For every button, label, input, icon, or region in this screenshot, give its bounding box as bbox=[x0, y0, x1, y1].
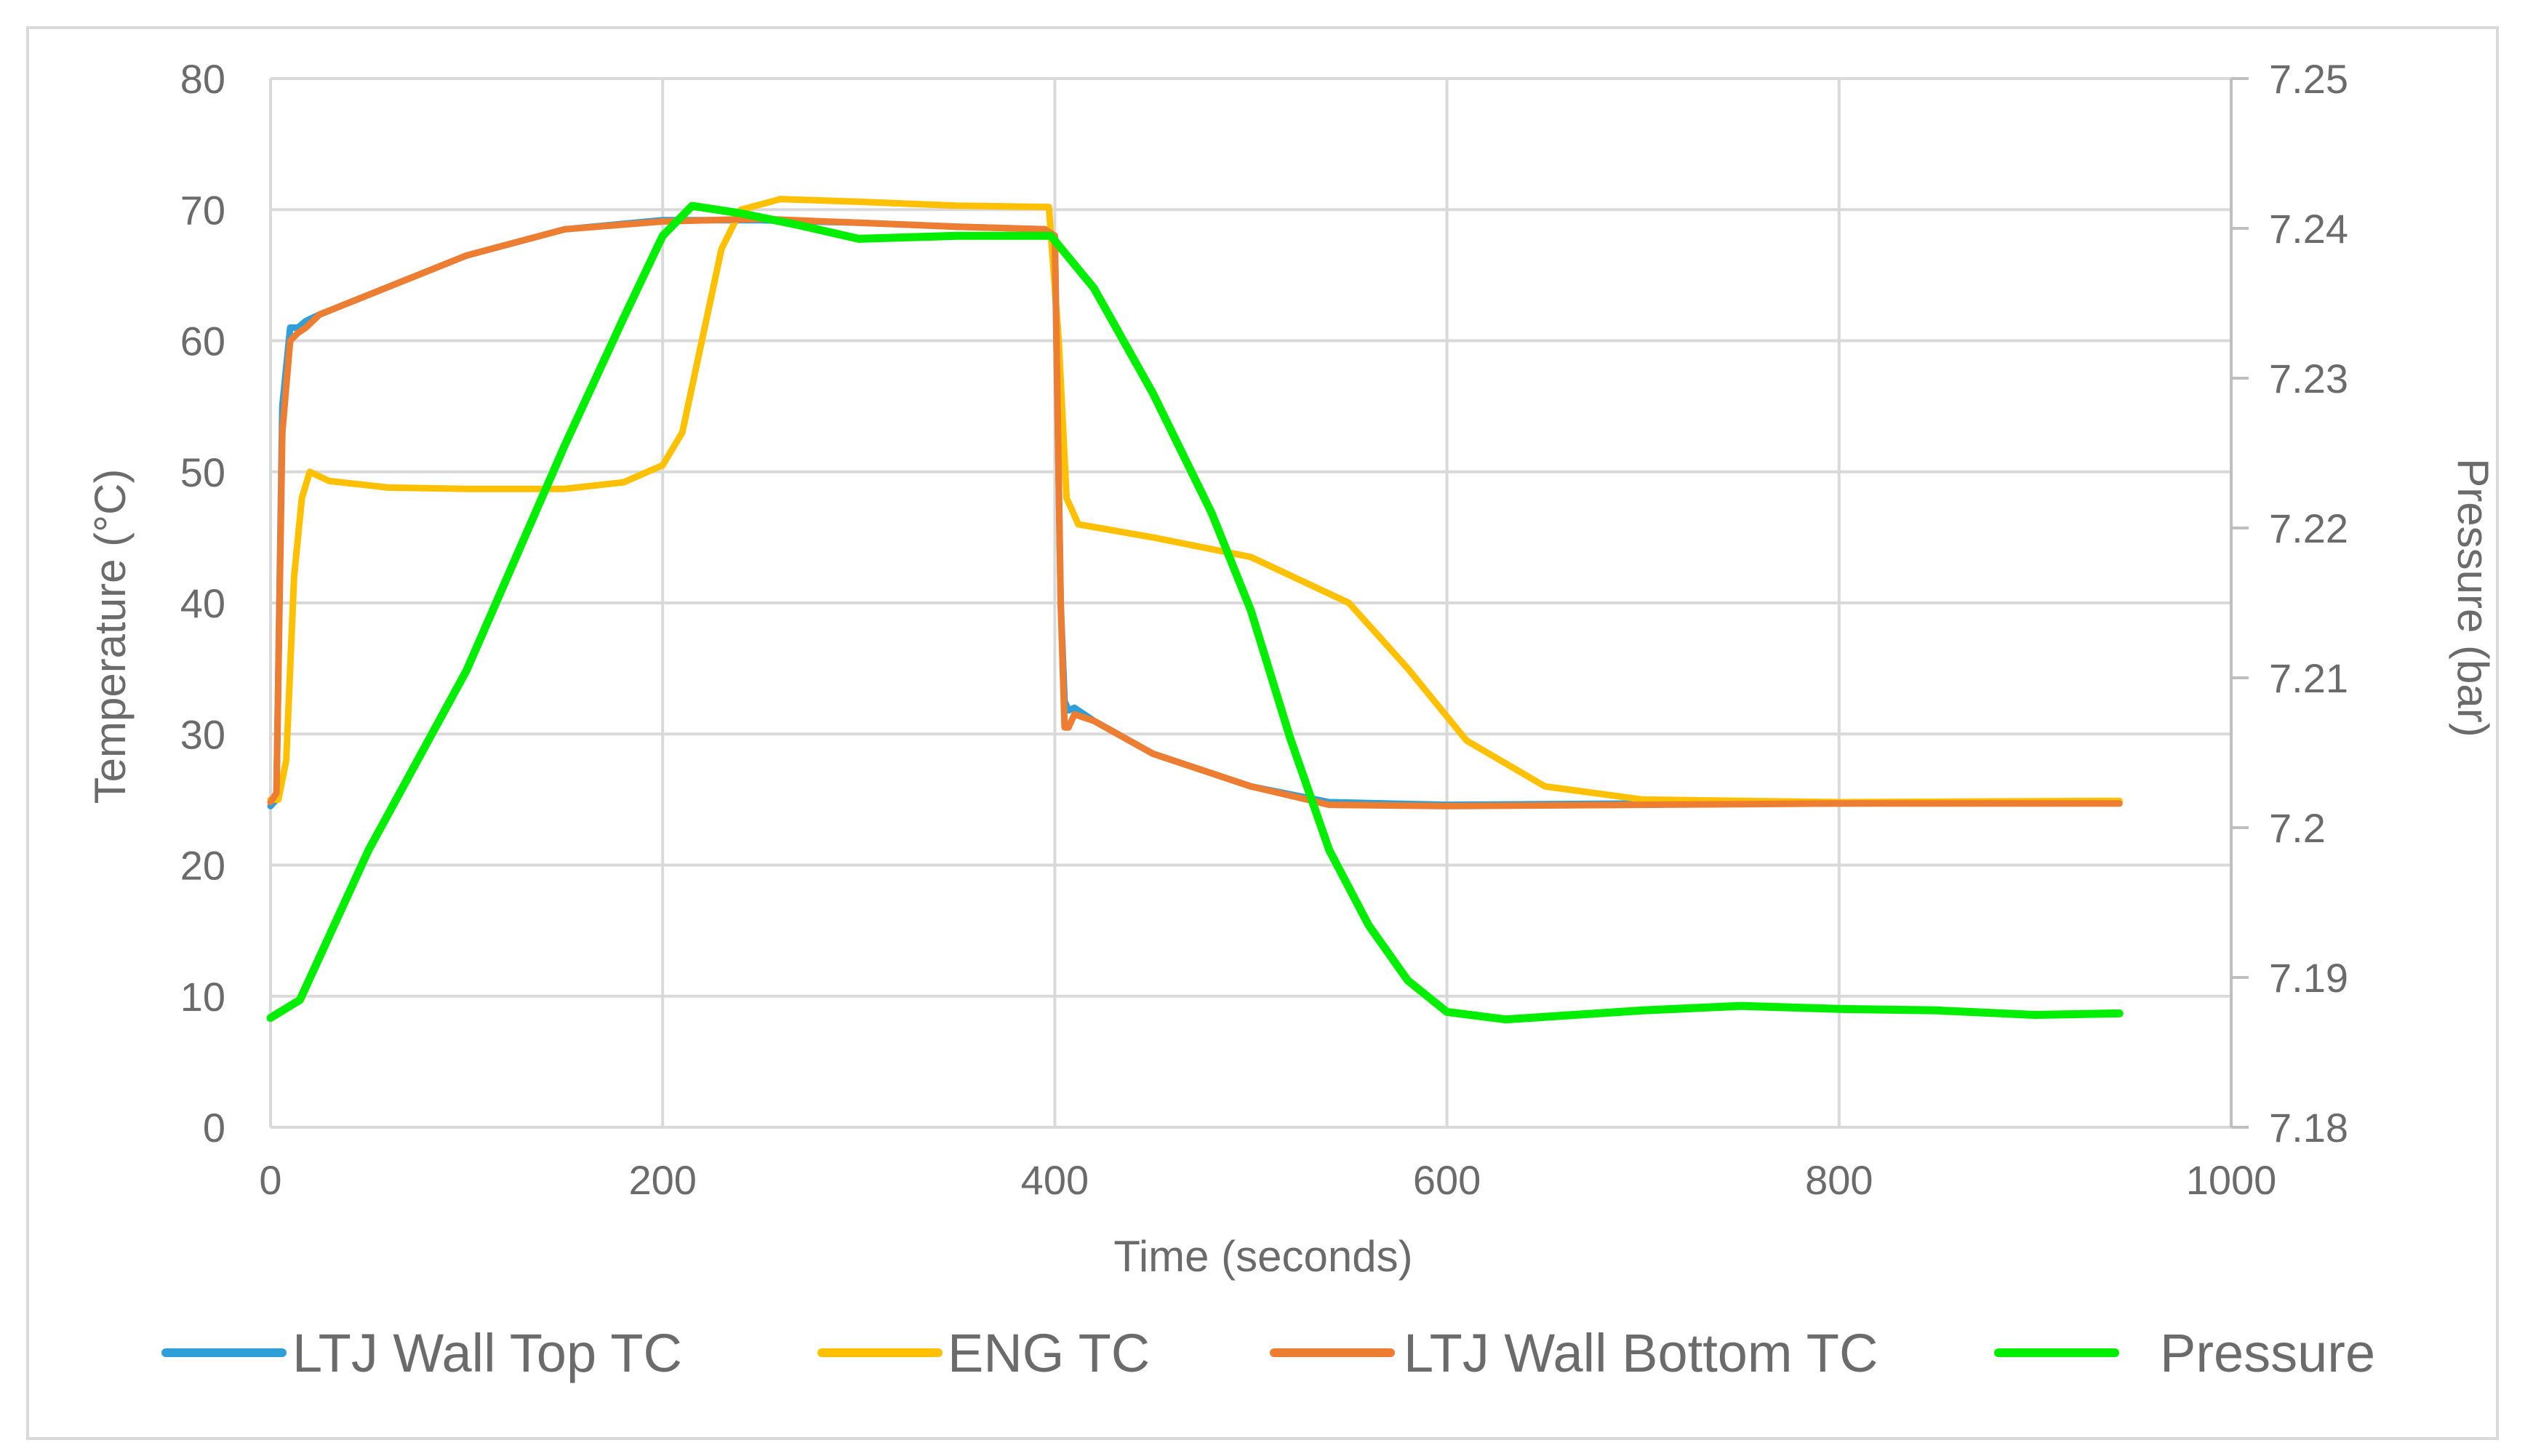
y-tick-label: 10 bbox=[180, 974, 225, 1020]
legend-label-eng-tc: ENG TC bbox=[948, 1323, 1150, 1383]
y-tick-label: 70 bbox=[180, 187, 225, 233]
y-tick-label: 60 bbox=[180, 319, 225, 364]
x-axis-title: Time (seconds) bbox=[1113, 1232, 1412, 1281]
x-tick-label: 600 bbox=[1413, 1157, 1481, 1203]
x-tick-label: 0 bbox=[259, 1157, 281, 1203]
series-lines bbox=[266, 196, 2124, 1024]
legend-label-pressure: Pressure bbox=[2160, 1323, 2375, 1383]
y2-tick-label: 7.24 bbox=[2269, 206, 2348, 252]
y-tick-label: 80 bbox=[180, 56, 225, 102]
y-tick-label: 50 bbox=[180, 449, 225, 495]
series-line-pressure bbox=[266, 201, 2124, 1024]
y-axis-title: Temperature (°C) bbox=[86, 469, 135, 804]
y2-tick-label: 7.2 bbox=[2269, 805, 2326, 851]
y2-tick-label: 7.23 bbox=[2269, 356, 2348, 401]
legend-label-ltj-wall-bottom-tc: LTJ Wall Bottom TC bbox=[1404, 1323, 1878, 1383]
y-tick-label: 30 bbox=[180, 711, 225, 757]
legend: LTJ Wall Top TC ENG TC LTJ Wall Bottom TC P… bbox=[161, 1323, 2375, 1383]
series-line-eng-tc bbox=[267, 196, 2123, 806]
y2-axis-title: Pressure (bar) bbox=[2449, 458, 2497, 737]
y2-tick-label: 7.25 bbox=[2269, 56, 2348, 102]
y2-tick-label: 7.22 bbox=[2269, 505, 2348, 551]
series-line-ltj-wall-bottom-tc bbox=[267, 215, 2123, 809]
y2-tick-label: 7.19 bbox=[2269, 955, 2348, 1001]
y-tick-label: 0 bbox=[203, 1105, 225, 1151]
x-tick-label: 400 bbox=[1021, 1157, 1089, 1203]
x-tick-label: 1000 bbox=[2186, 1157, 2277, 1203]
y2-tick-label: 7.21 bbox=[2269, 655, 2348, 701]
y2-tick-label: 7.18 bbox=[2269, 1105, 2348, 1151]
legend-label-ltj-wall-top-tc: LTJ Wall Top TC bbox=[292, 1323, 682, 1383]
y-tick-label: 40 bbox=[180, 580, 225, 626]
axes bbox=[2230, 77, 2249, 1129]
x-tick-label: 200 bbox=[628, 1157, 696, 1203]
gridlines bbox=[269, 77, 2233, 1129]
x-tick-label: 800 bbox=[1805, 1157, 1873, 1203]
y-tick-label: 20 bbox=[180, 843, 225, 889]
